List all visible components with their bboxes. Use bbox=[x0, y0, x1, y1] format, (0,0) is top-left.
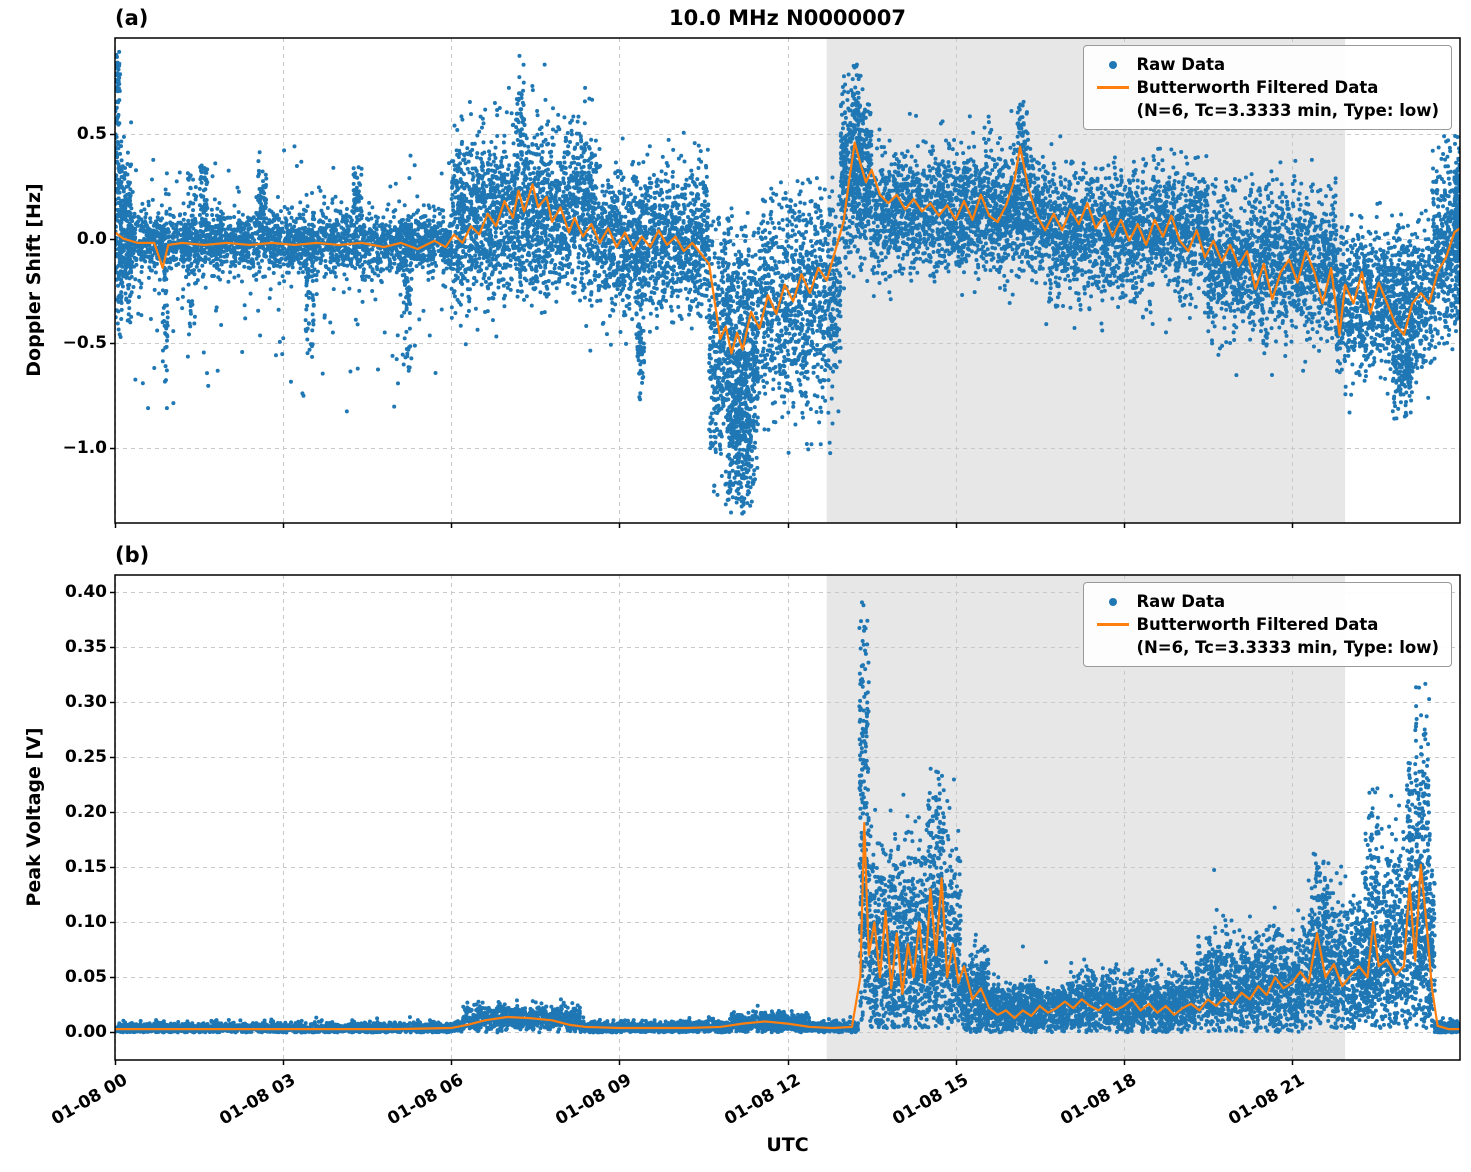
plot-title: 10.0 MHz N0000007 bbox=[669, 6, 906, 30]
legend-filtered-label: Butterworth Filtered Data (N=6, Tc=3.333… bbox=[1136, 613, 1439, 659]
legend-filtered-row: Butterworth Filtered Data (N=6, Tc=3.333… bbox=[1090, 613, 1439, 659]
y-tick-label: −0.5 bbox=[62, 333, 107, 354]
legend-filtered-title: Butterworth Filtered Data bbox=[1136, 615, 1379, 634]
legend-raw-label: Raw Data bbox=[1136, 592, 1226, 611]
y-tick-label: 0.15 bbox=[65, 857, 107, 878]
y-tick-label: 0.0 bbox=[76, 228, 107, 249]
legend-doppler: Raw Data Butterworth Filtered Data (N=6,… bbox=[1083, 45, 1452, 130]
legend-raw-row: Raw Data bbox=[1090, 53, 1439, 76]
y-tick-label: 0.25 bbox=[65, 746, 107, 767]
legend-filtered-title: Butterworth Filtered Data bbox=[1136, 78, 1379, 97]
y-tick-label: 0.05 bbox=[65, 967, 107, 988]
raw-data-dot-icon bbox=[1090, 53, 1136, 76]
legend-raw-label: Raw Data bbox=[1136, 55, 1226, 74]
panel-b-label: (b) bbox=[115, 543, 150, 567]
legend-filtered-sub: (N=6, Tc=3.3333 min, Type: low) bbox=[1136, 101, 1439, 120]
y-tick-label: 0.00 bbox=[65, 1022, 107, 1043]
y-tick-label: −1.0 bbox=[62, 437, 107, 458]
y-tick-label: 0.20 bbox=[65, 801, 107, 822]
y-tick-label: 0.5 bbox=[76, 124, 107, 145]
legend-filtered-sub: (N=6, Tc=3.3333 min, Type: low) bbox=[1136, 638, 1439, 657]
y-tick-label: 0.40 bbox=[65, 581, 107, 602]
y-tick-label: 0.35 bbox=[65, 636, 107, 657]
legend-filtered-label: Butterworth Filtered Data (N=6, Tc=3.333… bbox=[1136, 76, 1439, 122]
panel-a-label: (a) bbox=[115, 6, 149, 30]
filtered-line-icon bbox=[1090, 613, 1136, 636]
x-axis-label: UTC bbox=[766, 1134, 809, 1156]
y-tick-label: 0.30 bbox=[65, 691, 107, 712]
legend-voltage: Raw Data Butterworth Filtered Data (N=6,… bbox=[1083, 582, 1452, 667]
legend-filtered-row: Butterworth Filtered Data (N=6, Tc=3.333… bbox=[1090, 76, 1439, 122]
raw-data-dot-icon bbox=[1090, 590, 1136, 613]
filtered-line-icon bbox=[1090, 76, 1136, 99]
y-tick-label: 0.10 bbox=[65, 912, 107, 933]
legend-raw-row: Raw Data bbox=[1090, 590, 1439, 613]
